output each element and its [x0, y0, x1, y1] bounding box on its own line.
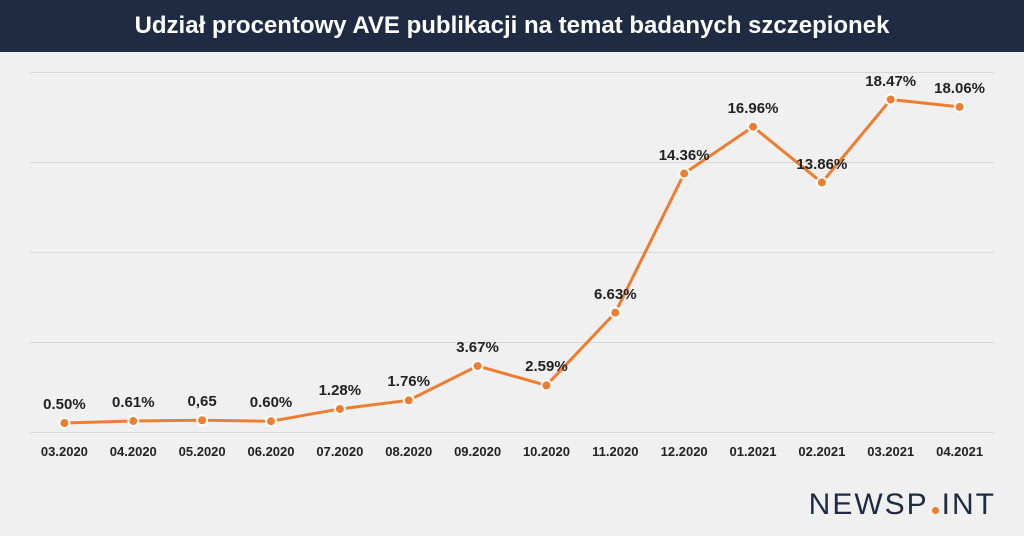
data-point	[128, 416, 138, 426]
data-point	[541, 380, 551, 390]
x-axis-labels: 03.202004.202005.202006.202007.202008.20…	[30, 444, 994, 459]
point-label: 1.76%	[387, 373, 430, 390]
x-axis-label: 01.2021	[719, 444, 788, 459]
data-point	[817, 178, 827, 188]
data-point	[955, 102, 965, 112]
data-point	[197, 415, 207, 425]
point-label: 0,65	[188, 393, 217, 410]
point-label: 0.50%	[43, 396, 86, 413]
x-axis-label: 05.2020	[168, 444, 237, 459]
x-axis-label: 02.2021	[787, 444, 856, 459]
point-label: 18.47%	[865, 73, 916, 90]
x-axis-label: 03.2020	[30, 444, 99, 459]
point-label: 0.60%	[250, 394, 293, 411]
data-point	[266, 416, 276, 426]
point-label: 14.36%	[659, 147, 710, 164]
point-label: 3.67%	[456, 339, 499, 356]
x-axis-label: 03.2021	[856, 444, 925, 459]
chart-title: Udział procentowy AVE publikacji na tema…	[135, 12, 890, 39]
data-point	[404, 395, 414, 405]
point-label: 18.06%	[934, 80, 985, 97]
point-label: 13.86%	[796, 156, 847, 173]
data-point	[610, 308, 620, 318]
point-label: 6.63%	[594, 286, 637, 303]
x-axis-label: 12.2020	[650, 444, 719, 459]
point-label: 0.61%	[112, 394, 155, 411]
x-axis-label: 04.2020	[99, 444, 168, 459]
chart-area: 0.50% 0.61% 0,65 0.60% 1.28% 1.76% 3.67% 2.59% 6…	[30, 72, 994, 432]
data-point	[59, 418, 69, 428]
x-axis-label: 08.2020	[374, 444, 443, 459]
brand-text-before: NEWSP	[809, 488, 929, 522]
grid-line	[30, 432, 994, 433]
x-axis-label: 07.2020	[305, 444, 374, 459]
brand-dot-icon	[932, 507, 939, 514]
data-line	[64, 100, 959, 423]
x-axis-label: 06.2020	[237, 444, 306, 459]
chart-container: Udział procentowy AVE publikacji na tema…	[0, 0, 1024, 536]
line-chart-svg	[30, 72, 994, 432]
brand-logo: NEWSP INT	[809, 488, 996, 522]
x-axis-label: 04.2021	[925, 444, 994, 459]
point-label: 16.96%	[728, 100, 779, 117]
data-point	[679, 169, 689, 179]
x-axis-label: 09.2020	[443, 444, 512, 459]
data-point	[886, 95, 896, 105]
x-axis-label: 11.2020	[581, 444, 650, 459]
data-point	[473, 361, 483, 371]
x-axis-label: 10.2020	[512, 444, 581, 459]
data-point	[335, 404, 345, 414]
data-point	[748, 122, 758, 132]
brand-text-after: INT	[942, 488, 996, 522]
point-label: 1.28%	[319, 382, 362, 399]
title-bar: Udział procentowy AVE publikacji na tema…	[0, 0, 1024, 52]
point-label: 2.59%	[525, 358, 568, 375]
